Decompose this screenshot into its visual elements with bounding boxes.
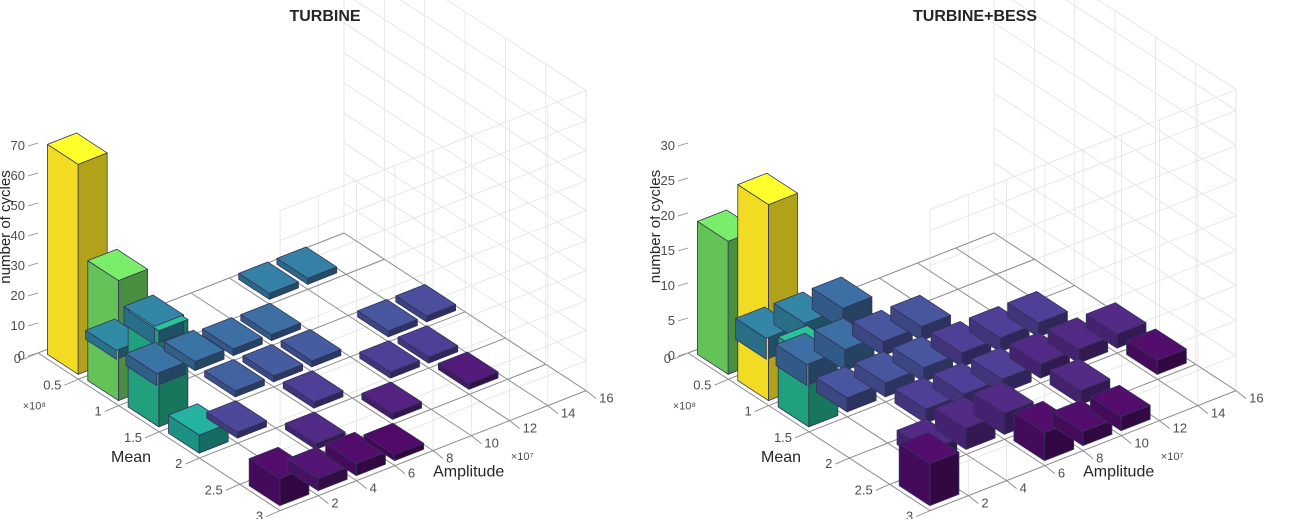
svg-text:Amplitude: Amplitude [433, 464, 504, 481]
svg-text:0.5: 0.5 [43, 377, 61, 392]
svg-text:×10⁸: ×10⁸ [673, 400, 696, 412]
svg-text:70: 70 [11, 138, 25, 153]
svg-text:10: 10 [484, 436, 498, 451]
svg-text:Mean: Mean [111, 449, 151, 466]
svg-text:×10⁷: ×10⁷ [511, 451, 534, 463]
svg-text:1: 1 [744, 404, 751, 419]
svg-text:2: 2 [981, 496, 988, 511]
svg-text:1.5: 1.5 [124, 430, 142, 445]
svg-text:2: 2 [825, 456, 832, 471]
svg-text:0: 0 [664, 351, 671, 366]
svg-text:×10⁸: ×10⁸ [23, 400, 46, 412]
svg-text:Amplitude: Amplitude [1083, 464, 1154, 481]
svg-text:Mean: Mean [761, 449, 801, 466]
svg-text:5: 5 [668, 313, 675, 328]
svg-text:number of cycles: number of cycles [650, 170, 664, 283]
svg-text:1.5: 1.5 [774, 430, 792, 445]
svg-text:2: 2 [175, 456, 182, 471]
svg-text:12: 12 [523, 421, 537, 436]
svg-text:0.5: 0.5 [693, 377, 711, 392]
svg-text:10: 10 [11, 318, 25, 333]
svg-text:20: 20 [11, 288, 25, 303]
svg-text:3: 3 [256, 509, 263, 519]
svg-text:2: 2 [331, 496, 338, 511]
svg-text:12: 12 [1173, 421, 1187, 436]
svg-text:3: 3 [906, 509, 913, 519]
svg-text:0: 0 [14, 351, 21, 366]
svg-text:14: 14 [561, 406, 575, 421]
svg-text:number of cycles: number of cycles [0, 170, 14, 283]
svg-text:6: 6 [1058, 466, 1065, 481]
svg-text:10: 10 [1134, 436, 1148, 451]
svg-text:4: 4 [370, 481, 377, 496]
svg-text:30: 30 [661, 138, 675, 153]
svg-text:2.5: 2.5 [855, 482, 873, 497]
svg-text:1: 1 [94, 404, 101, 419]
svg-text:14: 14 [1211, 406, 1225, 421]
svg-text:×10⁷: ×10⁷ [1161, 451, 1184, 463]
svg-text:4: 4 [1020, 481, 1027, 496]
svg-text:6: 6 [408, 466, 415, 481]
svg-text:16: 16 [599, 391, 613, 406]
svg-text:16: 16 [1249, 391, 1263, 406]
svg-text:2.5: 2.5 [205, 482, 223, 497]
